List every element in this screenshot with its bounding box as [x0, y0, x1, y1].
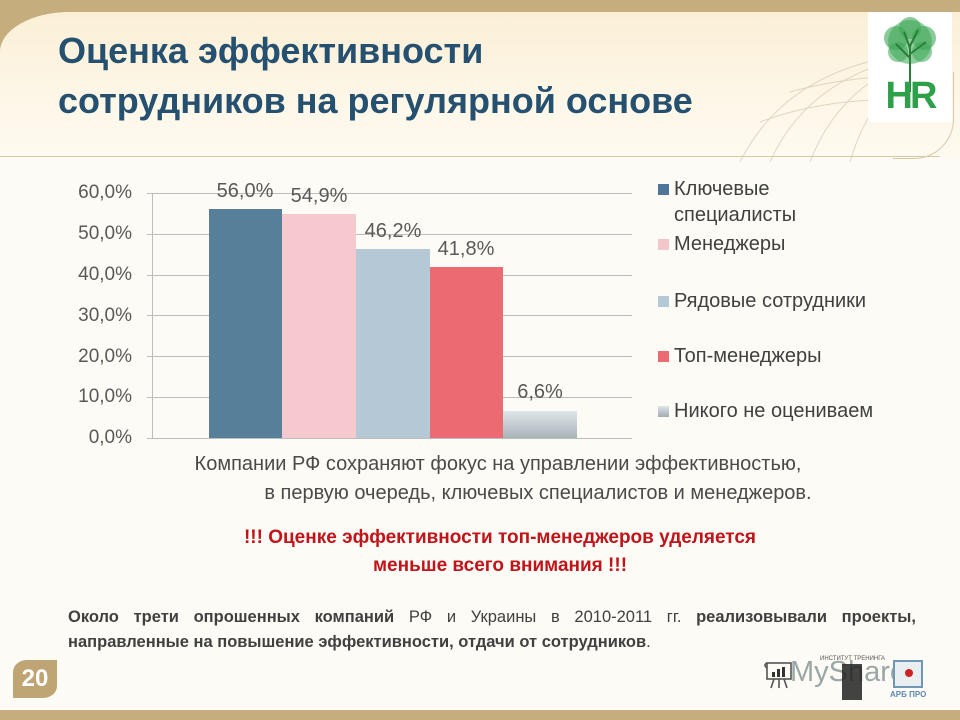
data-label: 6,6% [517, 381, 563, 403]
bottom-frame [0, 710, 960, 720]
bar-regular-staff [356, 249, 430, 438]
y-tick-label: 40,0% [78, 264, 132, 285]
legend-swatch [658, 351, 669, 362]
legend-swatch [658, 296, 669, 307]
note-bold-1: Около трети опрошенных компаний [68, 608, 395, 626]
legend-label: Никого не оцениваем [674, 400, 874, 422]
institute-logo [842, 664, 862, 700]
page-number-badge: 20 [13, 660, 57, 698]
slide-title: Оценка эффективности сотрудников на регу… [58, 26, 693, 126]
y-axis-line [152, 193, 153, 438]
x-axis-line [147, 438, 632, 439]
hr-logo-text: HR [885, 75, 938, 117]
y-tick-label: 20,0% [78, 346, 132, 367]
legend-label: Топ-менеджеры [674, 345, 822, 367]
legend-swatch [658, 406, 669, 417]
gridline [147, 234, 632, 235]
data-label: 54,9% [290, 185, 348, 207]
gridline [147, 193, 632, 194]
data-label: 56,0% [216, 180, 274, 202]
header-divider [0, 156, 940, 157]
arb-logo-text: АРБ ПРО [890, 690, 927, 699]
legend-label: Менеджеры [674, 233, 786, 255]
y-tick-label: 10,0% [78, 386, 132, 407]
y-tick-label: 0,0% [88, 427, 132, 448]
caption-line-1: Компании РФ сохраняют фокус на управлени… [194, 453, 802, 475]
hr-logo: HR [868, 12, 952, 122]
bar-none-evaluated [503, 411, 577, 438]
slide-background [0, 12, 960, 710]
data-label: 46,2% [364, 220, 422, 242]
legend-label: Ключевые специалисты [674, 178, 797, 226]
institute-text: ИНСТИТУТ ТРЕНИНГА [820, 656, 886, 662]
arb-dot-icon [905, 669, 913, 677]
alert-line-2: меньше всего внимания !!! [372, 555, 628, 576]
legend-label: Рядовые сотрудники [674, 290, 867, 312]
y-tick-label: 30,0% [78, 305, 132, 326]
title-line-2: сотрудников на регулярной основе [58, 80, 693, 121]
bar-key-specialists [209, 209, 282, 438]
legend-swatch [658, 239, 669, 250]
footnote-paragraph: Около трети опрошенных компаний РФ и Укр… [68, 608, 916, 651]
header-band [0, 12, 960, 158]
presentation-icon [764, 662, 792, 689]
y-tick-label: 60,0% [78, 182, 132, 203]
bar-top-managers [430, 267, 503, 438]
title-line-1: Оценка эффективности [58, 30, 484, 71]
data-label: 41,8% [437, 238, 495, 260]
legend-swatch [658, 184, 669, 195]
alert-line-1: !!! Оценке эффективности топ-менеджеров … [243, 527, 757, 548]
caption-line-2: в первую очередь, ключевых специалистов … [264, 482, 812, 504]
bar-managers [282, 214, 356, 438]
tree-icon [884, 17, 936, 92]
note-regular: РФ и Украины в 2010-2011 гг. [394, 608, 697, 626]
y-tick-label: 50,0% [78, 223, 132, 244]
note-bold-2: реализовывали проекты, направленные на п… [68, 608, 916, 651]
arb-logo [893, 660, 923, 688]
